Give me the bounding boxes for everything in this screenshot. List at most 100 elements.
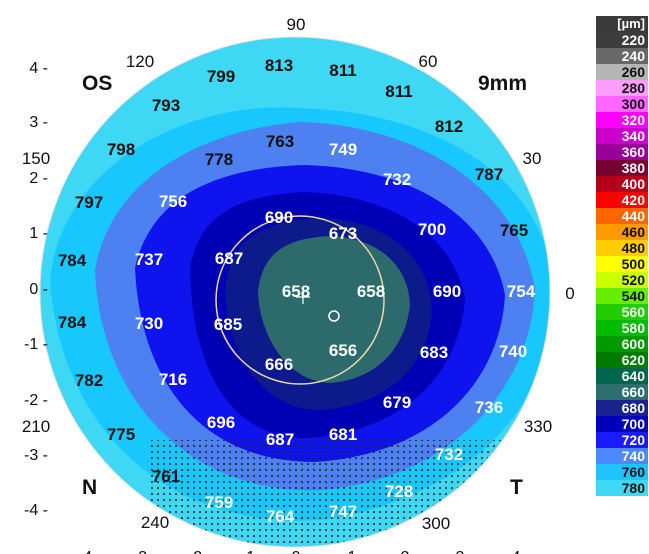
thickness-value: 700 xyxy=(418,220,446,239)
scale-value: 680 xyxy=(621,400,645,416)
scale-swatch: 700 xyxy=(596,416,648,432)
scale-swatch: 500 xyxy=(596,256,648,272)
thickness-value: 690 xyxy=(265,208,293,227)
scale-value: 340 xyxy=(621,128,645,144)
thickness-value: 754 xyxy=(507,282,536,301)
angle-label: 60 xyxy=(419,52,438,71)
thickness-value: 756 xyxy=(159,192,187,211)
scale-value: 320 xyxy=(621,112,645,128)
x-axis-tick: 0 xyxy=(292,549,301,554)
thickness-value: 728 xyxy=(385,482,413,501)
scale-unit: [µm] xyxy=(596,16,648,32)
scale-value: 560 xyxy=(621,304,645,320)
scale-value: 720 xyxy=(621,432,645,448)
scale-swatch: 360 xyxy=(596,144,648,160)
scale-swatch: 220 xyxy=(596,32,648,48)
angle-label: 30 xyxy=(523,149,542,168)
scale-swatch: 480 xyxy=(596,240,648,256)
scale-swatch: 420 xyxy=(596,192,648,208)
scale-value: 600 xyxy=(621,336,645,352)
thickness-value: 732 xyxy=(435,445,463,464)
scale-swatch: 740 xyxy=(596,448,648,464)
thickness-value: 679 xyxy=(383,393,411,412)
y-axis-tick: 4 - xyxy=(29,60,48,77)
pupil-circle xyxy=(215,215,385,385)
thickness-value: 658 xyxy=(357,282,385,301)
scale-value: 700 xyxy=(621,416,645,432)
thickness-value: 759 xyxy=(205,493,233,512)
thickness-value: 763 xyxy=(266,132,294,151)
scale-value: 580 xyxy=(621,320,645,336)
thickness-value: 681 xyxy=(329,425,357,444)
scale-value: 740 xyxy=(621,448,645,464)
thickness-value: 747 xyxy=(329,502,357,521)
angle-label: 210 xyxy=(22,417,50,436)
angle-label: 330 xyxy=(524,417,552,436)
diameter-label: 9mm xyxy=(478,72,527,95)
thickness-value: 736 xyxy=(475,398,503,417)
thickness-value: 737 xyxy=(135,250,163,269)
thickness-value: 764 xyxy=(266,507,295,526)
scale-swatch: 760 xyxy=(596,464,648,480)
y-axis-tick: 0 - xyxy=(29,281,48,298)
scale-swatch: 540 xyxy=(596,288,648,304)
thickness-value: 811 xyxy=(329,61,356,80)
scale-value: 780 xyxy=(621,480,645,496)
scale-value: 480 xyxy=(621,240,645,256)
x-axis-tick: 3 xyxy=(456,549,465,554)
scale-value: 240 xyxy=(621,48,645,64)
y-axis-tick: -3 - xyxy=(24,447,48,464)
thickness-value: 784 xyxy=(58,313,87,332)
thickness-value: 656 xyxy=(329,341,357,360)
thickness-value: 775 xyxy=(107,425,135,444)
scale-value: 760 xyxy=(621,464,645,480)
scale-swatch: 620 xyxy=(596,352,648,368)
scale-value: 420 xyxy=(621,192,645,208)
thickness-value: 778 xyxy=(205,150,233,169)
scale-value: 280 xyxy=(621,80,645,96)
thickness-value: 797 xyxy=(75,193,103,212)
scale-swatch: 560 xyxy=(596,304,648,320)
temporal-label: T xyxy=(510,476,523,499)
angle-label: 120 xyxy=(126,52,154,71)
scale-value: 380 xyxy=(621,160,645,176)
thickness-value: 798 xyxy=(107,140,135,159)
thickness-value: 673 xyxy=(329,224,357,243)
angle-label: 0 xyxy=(565,284,574,303)
scale-value: 640 xyxy=(621,368,645,384)
scale-value: 500 xyxy=(621,256,645,272)
thickness-value: 730 xyxy=(135,314,163,333)
scale-swatch: 260 xyxy=(596,64,648,80)
thickness-value: 787 xyxy=(475,165,503,184)
x-axis-tick: -1 xyxy=(241,549,255,554)
thickness-value: 782 xyxy=(75,371,103,390)
y-axis-tick: -2 - xyxy=(24,392,48,409)
scale-value: 300 xyxy=(621,96,645,112)
x-axis-tick: -2 xyxy=(188,549,202,554)
scale-swatch: 440 xyxy=(596,208,648,224)
center-marker xyxy=(328,310,340,322)
angle-label: 240 xyxy=(141,513,169,532)
scale-swatch: 340 xyxy=(596,128,648,144)
scale-swatch: 400 xyxy=(596,176,648,192)
nasal-label: N xyxy=(82,476,97,499)
thickness-value: 740 xyxy=(499,342,527,361)
scale-swatch: 580 xyxy=(596,320,648,336)
angle-label: 300 xyxy=(422,514,450,533)
angle-label: 90 xyxy=(287,15,306,34)
scale-value: 460 xyxy=(621,224,645,240)
thickness-value: 799 xyxy=(207,67,235,86)
angle-label: 150 xyxy=(22,149,50,168)
scale-swatch: 320 xyxy=(596,112,648,128)
scale-swatch: 720 xyxy=(596,432,648,448)
scale-swatch: 460 xyxy=(596,224,648,240)
zone-660 xyxy=(258,236,410,383)
thickness-value: 687 xyxy=(215,249,243,268)
thickness-value: 761 xyxy=(152,467,180,486)
x-axis-tick: -4 xyxy=(78,549,92,554)
y-axis-tick: 1 - xyxy=(29,225,48,242)
thickness-value: 811 xyxy=(385,82,412,101)
scale-swatch: 660 xyxy=(596,384,648,400)
thickness-value: 793 xyxy=(152,96,180,115)
